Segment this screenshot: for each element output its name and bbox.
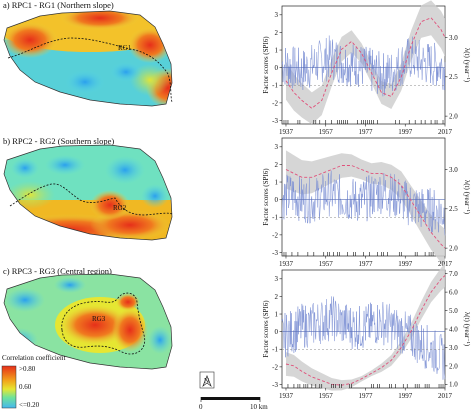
y-tick-label: -3 (272, 249, 278, 257)
north-label: N (204, 377, 209, 385)
y-tick-label: 1 (275, 178, 279, 186)
x-tick-label: 1957 (319, 392, 334, 400)
y-axis-label: Factor scores (SPI6) (262, 300, 270, 358)
x-tick-label: 1977 (358, 260, 373, 268)
panel-a-title: a) RPC1 - RG1 (Northern slope) (3, 0, 114, 10)
scalebar: 0 10 km (199, 397, 268, 411)
y-tick-label: -1 (272, 82, 278, 90)
y2-axis-label: λ(t) (year⁻¹) (463, 312, 471, 347)
y-axis-label: Factor scores (SPI6) (262, 168, 270, 226)
region-label-a: RG1 (118, 44, 132, 52)
x-tick-label: 1937 (279, 260, 294, 268)
region-label-b: RG2 (113, 204, 127, 212)
legend-value-high: >0.80 (19, 365, 36, 373)
y-tick-label: 2 (275, 293, 279, 301)
plot-frame (281, 137, 446, 257)
scalebar-zero: 0 (199, 403, 203, 411)
scalebar-end: 10 km (250, 403, 268, 411)
color-legend: Correlation coefficient >0.80 0.60 <=0.2… (1, 354, 65, 409)
y-tick-label: -1 (272, 346, 278, 354)
north-arrow-icon: N (199, 371, 215, 389)
y2-tick-label: 2.5 (449, 205, 458, 213)
y2-tick-label: 6.0 (449, 289, 458, 297)
y-tick-label: 0 (275, 328, 279, 336)
spi-series-line (281, 170, 446, 236)
x-tick-label: 1957 (319, 128, 334, 136)
map-b (3, 144, 173, 241)
y-tick-label: 3 (275, 143, 279, 151)
spi-series-line (281, 35, 446, 97)
chart-panel: 1937 1957 1977 1997 2017 -3 -2 -1 0 1 2 3 1.0 2.0 3.0 4… (262, 263, 471, 400)
y2-tick-label: 3.0 (449, 344, 458, 352)
y-tick-label: 1 (275, 310, 279, 318)
x-tick-label: 1957 (319, 260, 334, 268)
y2-tick-label: 4.0 (449, 325, 458, 333)
legend-colorbar (1, 365, 17, 409)
y2-tick-label: 1.0 (449, 381, 458, 389)
y-tick-label: 0 (275, 196, 279, 204)
y2-tick-label: 2.0 (449, 362, 458, 370)
y2-tick-label: 3.0 (449, 34, 458, 42)
y-tick-label: 3 (275, 11, 279, 19)
map-a (3, 10, 173, 107)
y2-tick-label: 2.0 (449, 245, 458, 253)
rate-curve (285, 165, 446, 249)
y-tick-label: -3 (272, 381, 278, 389)
rate-curve (285, 17, 446, 109)
x-tick-label: 2017 (438, 392, 453, 400)
chart-panel: 1937 1957 1977 1997 2017 -3 -2 -1 0 1 2 3 2.0 2.5 3.0 F… (262, 137, 471, 268)
y-tick-label: -3 (272, 117, 278, 125)
y2-axis-label: λ(t) (year⁻¹) (463, 180, 471, 215)
x-tick-label: 2017 (438, 260, 453, 268)
panel-c-title: c) RPC3 - RG3 (Central region) (3, 266, 112, 276)
y-tick-label: -1 (272, 214, 278, 222)
legend-value-low: <=0.20 (19, 401, 40, 409)
y2-tick-label: 3.0 (449, 166, 458, 174)
y-tick-label: -2 (272, 231, 278, 239)
y2-tick-label: 2.5 (449, 73, 458, 81)
legend-value-mid: 0.60 (19, 383, 32, 391)
y2-tick-label: 7.0 (449, 270, 458, 278)
y-tick-label: 3 (275, 275, 279, 283)
x-tick-label: 1997 (398, 392, 413, 400)
y-tick-label: -2 (272, 363, 278, 371)
panel-b-title: b) RPC2 - RG2 (Southern slope) (3, 136, 114, 146)
legend-title: Correlation coefficient (2, 354, 65, 362)
x-tick-label: 1977 (358, 128, 373, 136)
region-label-c: RG3 (92, 315, 106, 323)
spi-series-line (281, 296, 446, 380)
charts: 1937 1957 1977 1997 2017 -3 -2 -1 0 1 2 3 2.0 2.5 3.0 F… (262, 0, 471, 400)
x-tick-label: 1997 (398, 128, 413, 136)
y-tick-label: 0 (275, 64, 279, 72)
y2-tick-label: 5.0 (449, 307, 458, 315)
x-tick-label: 1997 (398, 260, 413, 268)
confidence-band (285, 150, 445, 268)
x-tick-label: 1977 (358, 392, 373, 400)
rate-curve (285, 275, 446, 386)
y-tick-label: 2 (275, 29, 279, 37)
y-axis-label: Factor scores (SPI6) (262, 36, 270, 94)
x-tick-label: 1937 (279, 128, 294, 136)
chart-panel: 1937 1957 1977 1997 2017 -3 -2 -1 0 1 2 3 2.0 2.5 3.0 F… (262, 0, 471, 136)
x-tick-label: 1937 (279, 392, 294, 400)
x-tick-label: 2017 (438, 128, 453, 136)
y2-axis-label: λ(t) (year⁻¹) (463, 48, 471, 83)
y-tick-label: -2 (272, 99, 278, 107)
y-tick-label: 1 (275, 46, 279, 54)
y2-tick-label: 2.0 (449, 113, 458, 121)
y-tick-label: 2 (275, 161, 279, 169)
